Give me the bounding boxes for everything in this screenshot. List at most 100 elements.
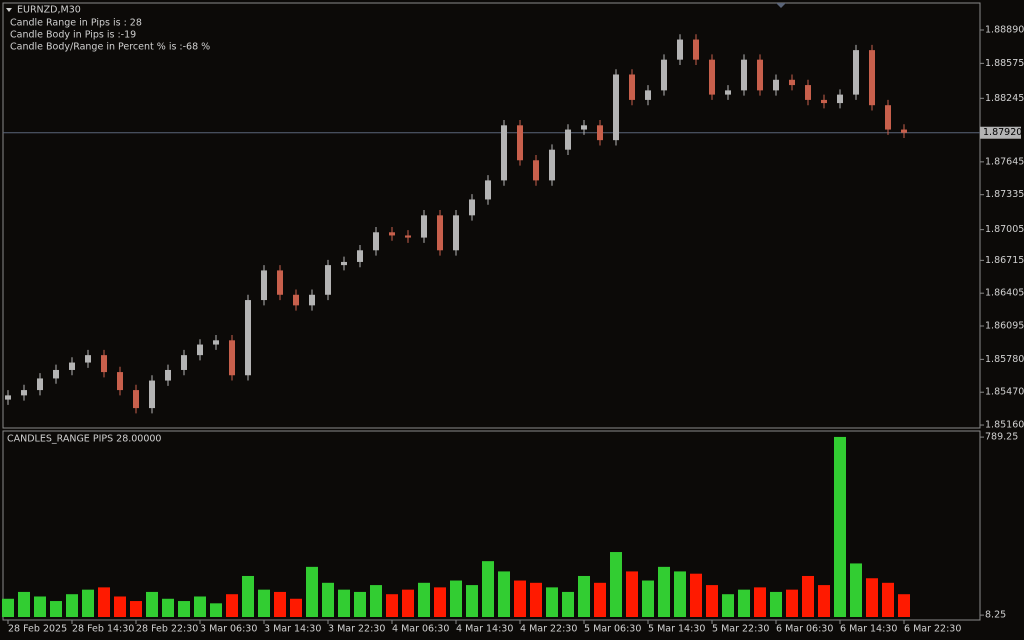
y-tick-label: 1.87645: [985, 156, 1024, 167]
range-bar: [882, 582, 894, 617]
x-tick-label: 4 Mar 14:30: [456, 624, 513, 635]
candle-body: [613, 74, 619, 141]
candle-body: [277, 270, 283, 295]
candle-body: [565, 129, 571, 150]
range-bar: [594, 582, 606, 617]
candle-body: [437, 215, 443, 251]
candle-body: [373, 232, 379, 251]
range-bar: [306, 566, 318, 617]
range-bar: [114, 596, 126, 617]
range-bar: [450, 580, 462, 617]
range-bar: [674, 571, 686, 617]
candle-body: [885, 105, 891, 130]
range-bar: [690, 573, 702, 617]
x-tick-label: 5 Mar 06:30: [584, 624, 641, 635]
candle-body: [901, 129, 907, 133]
y-tick-label: 1.86405: [985, 288, 1024, 299]
range-bar: [162, 598, 174, 617]
range-bar: [50, 601, 62, 617]
candle-body: [245, 300, 251, 376]
range-bar: [338, 589, 350, 617]
x-tick-label: 4 Mar 06:30: [392, 624, 449, 635]
range-bar: [82, 589, 94, 617]
x-tick-label: 3 Mar 22:30: [328, 624, 385, 635]
candle-body: [53, 369, 59, 379]
shift-marker: [776, 3, 786, 8]
candle-body: [37, 378, 43, 391]
y-tick-label: 1.87005: [985, 224, 1024, 235]
range-bar: [34, 596, 46, 617]
y-tick-label: 1.85470: [985, 387, 1024, 398]
y-tick-label: 1.85780: [985, 354, 1024, 365]
candle-body: [773, 79, 779, 91]
candle-body: [341, 261, 347, 266]
info-line: Candle Range in Pips is : 28: [10, 18, 142, 29]
x-tick-label: 6 Mar 06:30: [776, 624, 833, 635]
candle-body: [869, 50, 875, 106]
range-bar: [242, 575, 254, 617]
range-bar: [226, 594, 238, 617]
range-bar: [466, 585, 478, 617]
x-tick-label: 6 Mar 14:30: [840, 624, 897, 635]
range-bar: [642, 580, 654, 617]
range-bar: [370, 585, 382, 617]
range-bar: [610, 552, 622, 617]
candle-body: [693, 39, 699, 60]
range-bar: [130, 601, 142, 617]
candle-body: [229, 340, 235, 376]
candle-body: [197, 344, 203, 356]
y-tick-label: 789.25: [985, 432, 1018, 443]
candle-body: [709, 59, 715, 95]
y-tick-label: 1.87335: [985, 189, 1024, 200]
dropdown-icon[interactable]: [6, 8, 12, 12]
range-bar: [418, 582, 430, 617]
range-bar: [850, 563, 862, 617]
range-bar: [354, 591, 366, 617]
range-bar: [562, 591, 574, 617]
candle-body: [805, 85, 811, 100]
candle-body: [741, 59, 747, 91]
range-bar: [722, 594, 734, 617]
y-tick-label: 8.25: [985, 610, 1006, 621]
candle-body: [101, 355, 107, 373]
range-bar: [146, 591, 158, 617]
range-bar: [754, 587, 766, 617]
range-bar: [290, 598, 302, 617]
y-tick-label: 1.88575: [985, 58, 1024, 69]
y-tick-label: 1.85160: [985, 420, 1024, 431]
range-bar: [706, 585, 718, 617]
x-tick-label: 5 Mar 22:30: [712, 624, 769, 635]
candle-body: [677, 39, 683, 60]
range-bar: [402, 589, 414, 617]
range-bar: [322, 582, 334, 617]
x-tick-label: 28 Feb 2025: [8, 624, 67, 635]
range-bar: [770, 591, 782, 617]
range-bar: [658, 566, 670, 617]
candle-body: [293, 294, 299, 306]
candle-body: [789, 79, 795, 86]
range-bar: [2, 598, 14, 617]
range-bar: [434, 587, 446, 617]
price-label: 1.87920: [983, 127, 1022, 138]
y-tick-label: 1.88245: [985, 93, 1024, 104]
candle-body: [133, 390, 139, 409]
range-bar: [818, 585, 830, 617]
range-bar: [738, 589, 750, 617]
range-bar: [66, 594, 78, 617]
info-line: Candle Body in Pips is :-19: [10, 30, 136, 41]
range-bar: [210, 603, 222, 617]
candle-body: [837, 94, 843, 104]
range-bar: [898, 594, 910, 617]
range-bar: [866, 578, 878, 617]
range-bar: [18, 591, 30, 617]
candle-body: [517, 125, 523, 161]
range-bar: [482, 561, 494, 617]
y-tick-label: 1.86715: [985, 255, 1024, 266]
range-bar: [546, 587, 558, 617]
y-tick-label: 1.86095: [985, 321, 1024, 332]
candle-body: [597, 125, 603, 141]
candle-body: [485, 180, 491, 200]
candle-body: [261, 270, 267, 301]
x-tick-label: 28 Feb 14:30: [72, 624, 134, 635]
